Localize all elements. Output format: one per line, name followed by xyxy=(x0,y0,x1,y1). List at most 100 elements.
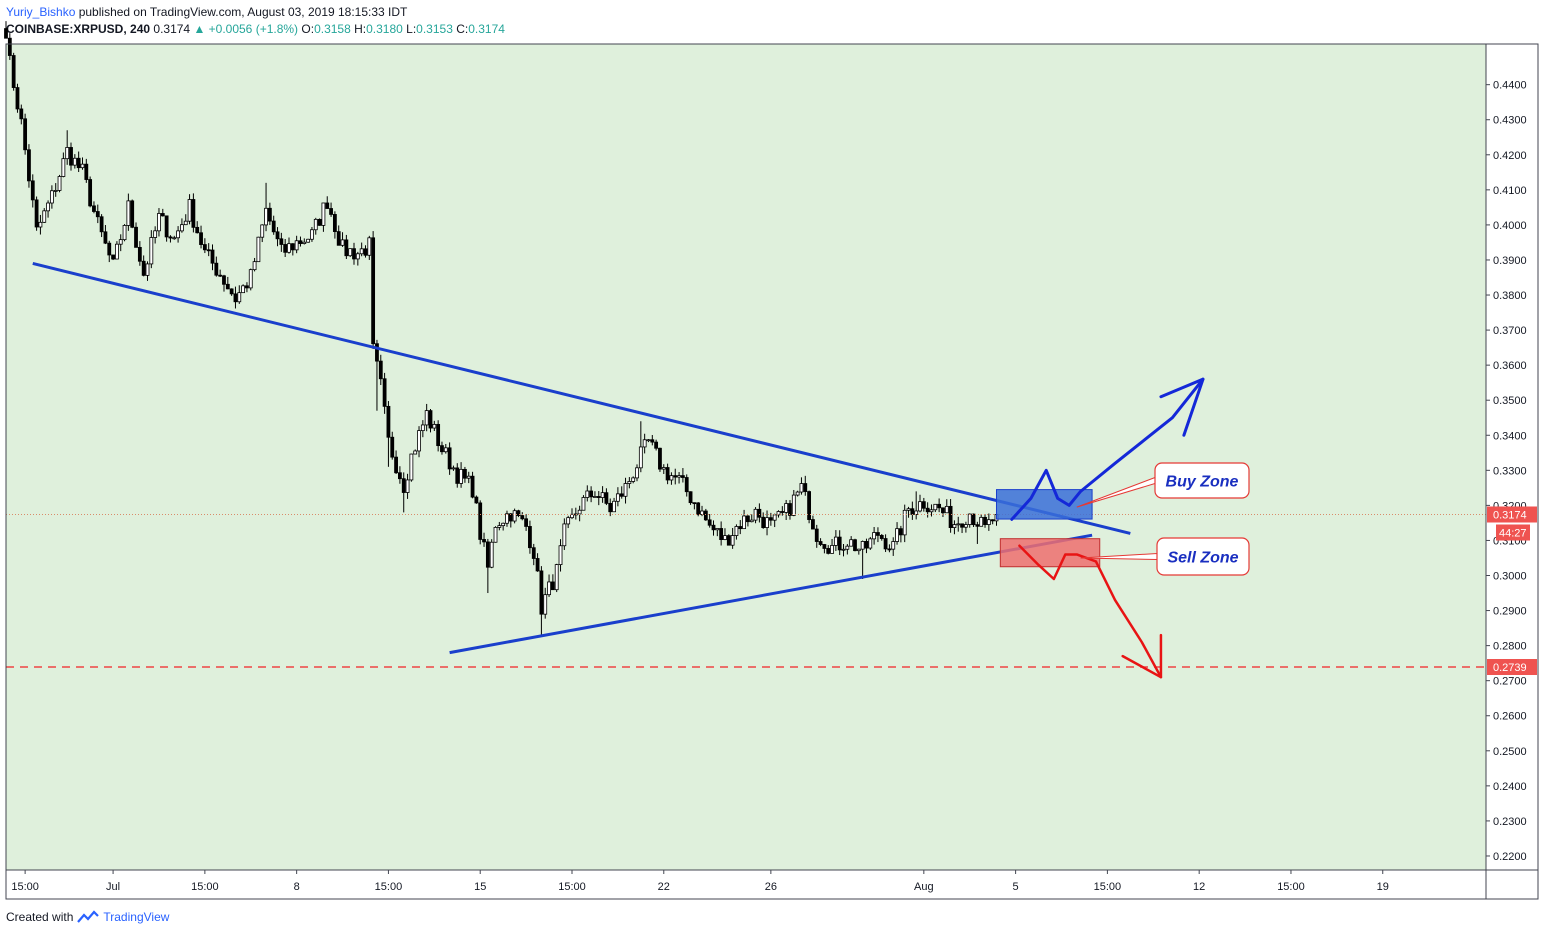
candle-body-up xyxy=(795,491,800,496)
candle-body-down xyxy=(619,493,624,497)
candle xyxy=(826,545,831,555)
candle-body-down xyxy=(398,472,402,480)
candle-body-up xyxy=(126,200,131,226)
candle-body-down xyxy=(390,436,395,458)
ascending-trendline xyxy=(449,533,1093,655)
candle-body-up xyxy=(153,230,158,238)
candle-body-down xyxy=(696,502,701,515)
candle-body-down xyxy=(92,205,96,212)
candle-body-down xyxy=(887,548,892,551)
author-link[interactable]: Yuriy_Bishko xyxy=(6,5,76,19)
candle xyxy=(784,499,789,521)
candle-body-down xyxy=(218,274,223,277)
candle-body-up xyxy=(405,479,410,493)
candle-body-up xyxy=(979,516,984,527)
candle-body-up xyxy=(340,239,345,246)
symbol-ticker[interactable]: COINBASE:XRPUSD, 240 xyxy=(6,22,151,36)
candle xyxy=(761,512,766,529)
candle-body-down xyxy=(394,456,398,474)
time-axis[interactable] xyxy=(6,870,1538,899)
plot-area[interactable] xyxy=(6,44,1486,870)
tradingview-brand-link[interactable]: TradingView xyxy=(103,910,170,924)
candle xyxy=(160,208,165,217)
candle-body-down xyxy=(332,214,337,232)
candle xyxy=(206,243,211,257)
candle xyxy=(715,528,720,537)
candle xyxy=(302,238,307,245)
candle xyxy=(673,468,678,485)
candle-body-down xyxy=(164,215,169,238)
buy-zone-callout[interactable]: Buy Zone xyxy=(1076,462,1250,508)
candle xyxy=(210,244,215,271)
candle xyxy=(738,520,743,535)
candle xyxy=(658,447,662,472)
candle xyxy=(443,443,448,454)
candle-body-down xyxy=(803,483,808,492)
candle xyxy=(11,52,16,91)
candle xyxy=(290,243,295,256)
support-price-label: 0.2739 xyxy=(1487,659,1537,676)
candle-body-down xyxy=(27,149,31,182)
candle-body-down xyxy=(703,510,708,521)
x-tick-label: 8 xyxy=(294,881,300,893)
candle xyxy=(696,502,701,517)
candle-body-up xyxy=(367,237,372,256)
candle xyxy=(107,240,112,263)
descending-trendline xyxy=(32,262,1131,535)
candle xyxy=(321,202,326,232)
candle-body-down xyxy=(948,505,953,528)
candle xyxy=(176,226,180,243)
candle xyxy=(937,498,942,513)
candle-body-up xyxy=(248,269,253,289)
candle-body-down xyxy=(604,492,609,504)
candle-body-down xyxy=(191,199,196,228)
candle-body-up xyxy=(172,237,177,240)
candle xyxy=(872,526,877,545)
candle xyxy=(436,420,441,452)
candle xyxy=(122,224,127,242)
candle-body-up xyxy=(355,253,360,260)
candle-body-down xyxy=(520,515,525,520)
candle-body-down xyxy=(665,467,670,481)
candle xyxy=(466,471,471,484)
candle-body-down xyxy=(229,288,234,295)
candle xyxy=(199,225,203,249)
candle-body-down xyxy=(757,508,762,518)
candle xyxy=(30,174,35,208)
candle-body-up xyxy=(956,523,961,526)
candle xyxy=(665,463,670,485)
candle xyxy=(887,544,892,553)
candle xyxy=(963,521,968,533)
candle-body-up xyxy=(765,517,769,528)
candle xyxy=(711,520,716,536)
candle xyxy=(860,540,865,580)
candle-body-up xyxy=(505,513,509,524)
candle-body-up xyxy=(310,229,314,240)
candle xyxy=(615,487,620,507)
sell-zone-callout[interactable]: Sell Zone xyxy=(1080,537,1250,576)
candle xyxy=(88,176,93,208)
candle-body-up xyxy=(42,210,47,223)
candle xyxy=(749,514,754,523)
candle xyxy=(585,485,590,502)
candle xyxy=(355,251,360,266)
candle xyxy=(19,104,24,125)
candle-body-down xyxy=(107,242,112,256)
candle-body-down xyxy=(921,501,926,509)
candle-body-down xyxy=(99,216,104,233)
candle xyxy=(933,503,938,513)
x-tick-label: 15:00 xyxy=(191,881,219,893)
candle xyxy=(118,234,123,252)
buy-zone-callout-label: Buy Zone xyxy=(1166,474,1239,491)
candle xyxy=(566,515,571,529)
candle xyxy=(692,502,697,510)
candle xyxy=(979,514,984,527)
candle xyxy=(115,241,119,260)
candle-body-down xyxy=(23,118,28,151)
price-axis[interactable] xyxy=(1486,44,1538,870)
candle xyxy=(661,464,666,475)
candle xyxy=(459,462,463,488)
candle-body-up xyxy=(46,202,50,212)
candle xyxy=(363,245,368,258)
